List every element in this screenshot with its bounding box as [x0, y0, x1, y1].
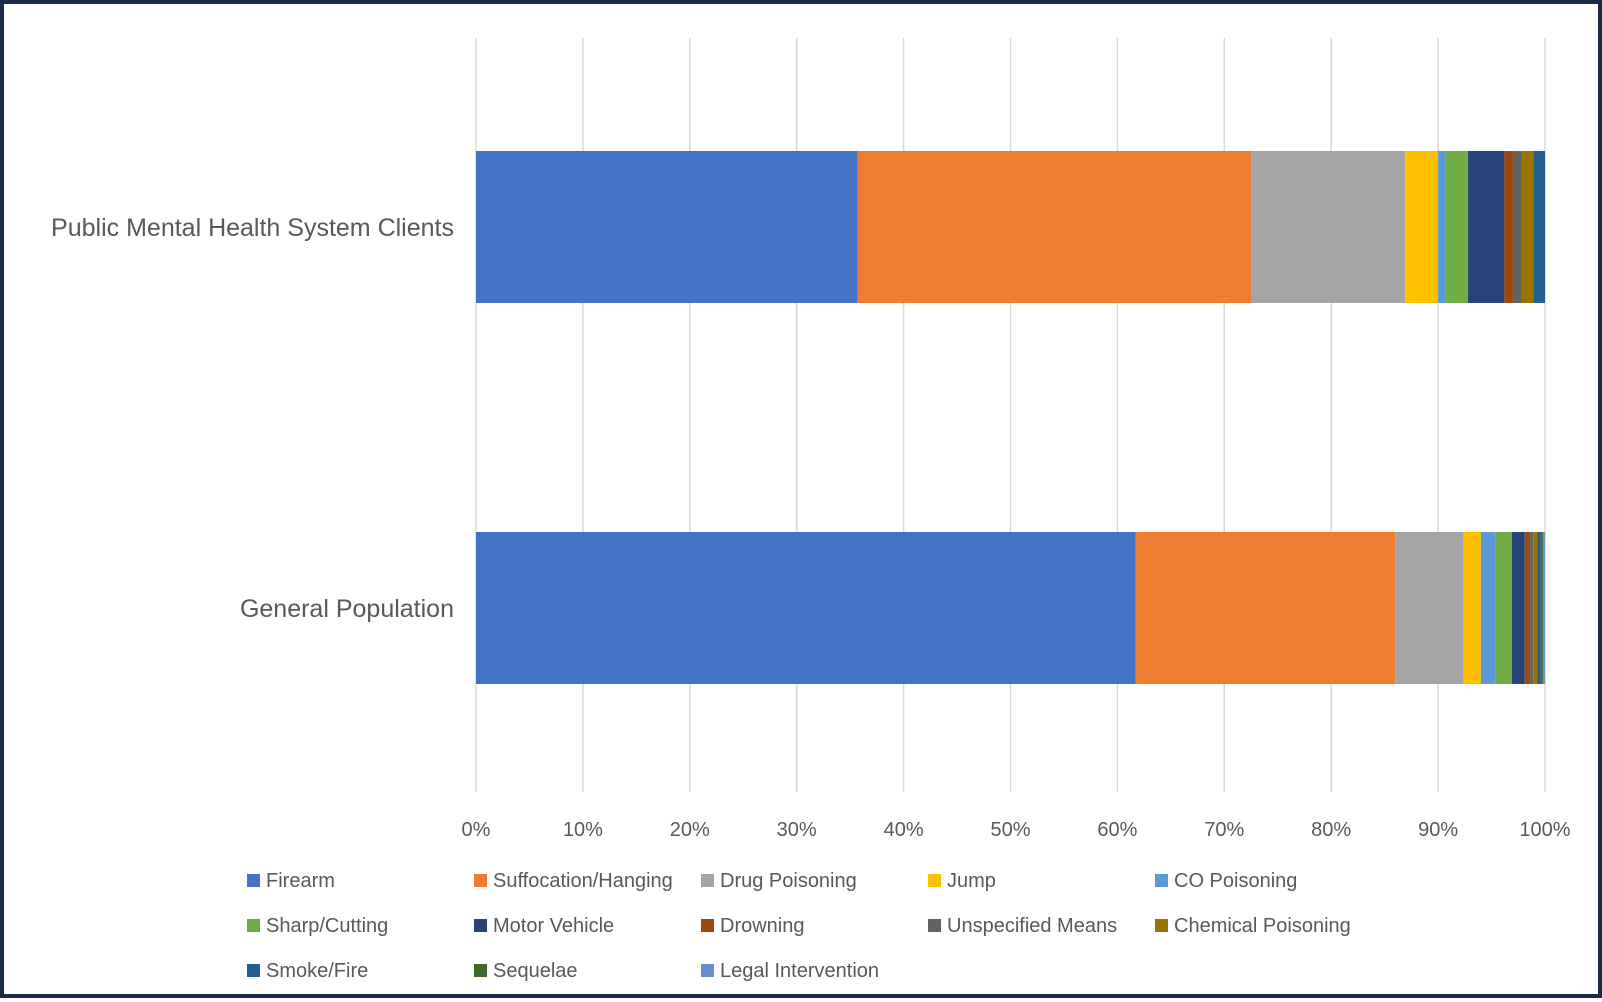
x-tick-label: 0% — [462, 819, 491, 841]
x-tick-label: 10% — [563, 819, 603, 841]
x-tick-label: 20% — [670, 819, 710, 841]
legend-label: Sharp/Cutting — [266, 915, 388, 937]
legend: Firearm Suffocation/Hanging Drug Poisoning… — [247, 870, 1351, 982]
x-tick-label: 40% — [884, 819, 924, 841]
legend-label: Drowning — [720, 915, 804, 937]
legend-label: Drug Poisoning — [720, 870, 857, 892]
x-tick-label: 100% — [1519, 819, 1570, 841]
bar-segment — [1512, 151, 1522, 303]
bar-segment — [1495, 532, 1512, 684]
legend-swatch — [474, 964, 487, 977]
legend-label: Jump — [947, 870, 996, 892]
legend-swatch — [1155, 919, 1168, 932]
bar-segment — [1395, 532, 1464, 684]
x-axis-tick-labels: 0% 10% 20% 30% 40% 50% 60% 70% 80% 90% 100% — [462, 819, 1571, 841]
bar-segments — [476, 151, 1545, 684]
category-label: General Population — [240, 595, 454, 623]
legend-swatch — [247, 919, 260, 932]
bar-segment — [1480, 532, 1496, 684]
legend-swatch — [701, 874, 714, 887]
bar-segment — [1524, 532, 1531, 684]
legend-label: Firearm — [266, 870, 335, 892]
legend-swatch — [247, 874, 260, 887]
x-tick-label: 60% — [1097, 819, 1137, 841]
bar-segment — [1530, 532, 1534, 684]
legend-label: Unspecified Means — [947, 915, 1117, 937]
stacked-bar-chart: Public Mental Health System Clients Gener… — [51, 38, 1571, 982]
legend-label: Motor Vehicle — [493, 915, 614, 937]
legend-label: Sequelae — [493, 960, 578, 982]
legend-label: CO Poisoning — [1174, 870, 1297, 892]
bar-segment — [1463, 532, 1481, 684]
bar-segment — [1445, 151, 1469, 303]
bar-segment — [1521, 151, 1534, 303]
bar-segment — [1533, 532, 1538, 684]
category-label: Public Mental Health System Clients — [51, 214, 454, 242]
legend-swatch — [701, 919, 714, 932]
x-tick-label: 70% — [1204, 819, 1244, 841]
legend-label: Legal Intervention — [720, 960, 879, 982]
bar-segment — [1533, 151, 1545, 303]
bar-segment — [1537, 532, 1541, 684]
bar-segment — [1504, 151, 1513, 303]
x-tick-label: 50% — [990, 819, 1030, 841]
x-tick-label: 80% — [1311, 819, 1351, 841]
bar-segment — [476, 532, 1136, 684]
x-tick-label: 90% — [1418, 819, 1458, 841]
category-labels: Public Mental Health System Clients Gener… — [51, 214, 454, 623]
legend-swatch — [701, 964, 714, 977]
x-tick-label: 30% — [777, 819, 817, 841]
bar-segment — [857, 151, 1252, 303]
bar-segment — [1135, 532, 1396, 684]
bar-segment — [1511, 532, 1525, 684]
bar-segment — [476, 151, 858, 303]
bar-segment — [1251, 151, 1405, 303]
bar-segment — [1542, 532, 1545, 684]
legend-swatch — [247, 964, 260, 977]
bar-segment — [1540, 532, 1543, 684]
legend-label: Smoke/Fire — [266, 960, 368, 982]
legend-swatch — [474, 874, 487, 887]
legend-swatch — [474, 919, 487, 932]
bar-segment — [1438, 151, 1446, 303]
bar-segment — [1404, 151, 1439, 303]
legend-swatch — [928, 919, 941, 932]
legend-label: Suffocation/Hanging — [493, 870, 673, 892]
legend-swatch — [928, 874, 941, 887]
bar-segment — [1468, 151, 1505, 303]
legend-label: Chemical Poisoning — [1174, 915, 1351, 937]
legend-swatch — [1155, 874, 1168, 887]
